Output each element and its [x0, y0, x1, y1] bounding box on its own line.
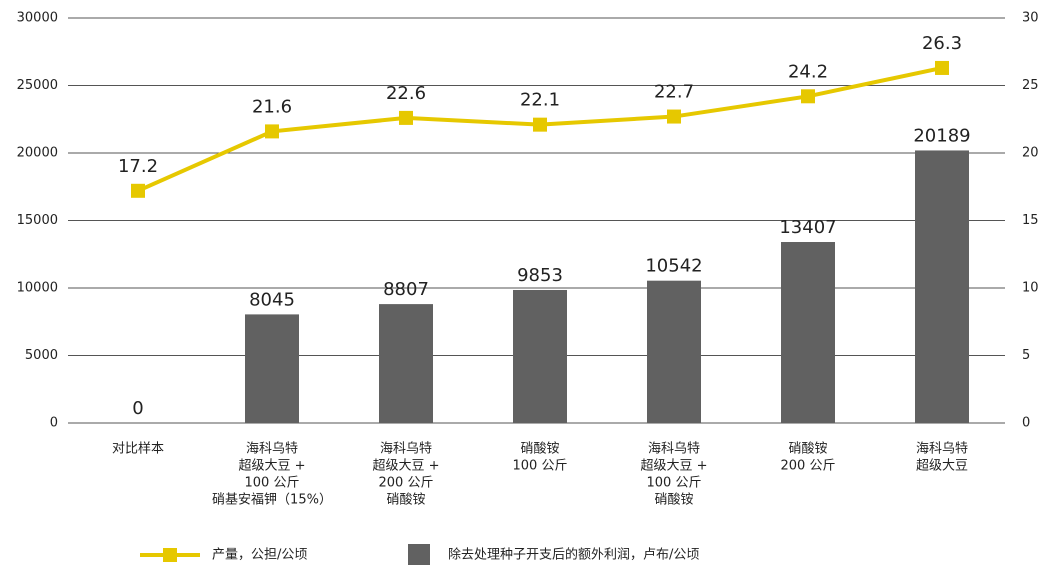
- legend-label: 除去处理种子开支后的额外利润，卢布/公顷: [448, 547, 699, 563]
- bar: [379, 304, 433, 423]
- x-tick-label: 硝酸铵: [520, 442, 559, 457]
- data-label: 13407: [779, 217, 836, 238]
- bar: [781, 242, 835, 423]
- data-label: 9853: [517, 265, 563, 286]
- y2-tick-label: 20: [1022, 146, 1039, 161]
- x-tick-label: 100 公斤: [245, 476, 300, 491]
- x-tick-label: 海科乌特: [380, 441, 432, 457]
- y-tick-label: 20000: [17, 146, 58, 161]
- x-tick-label: 海科乌特: [648, 441, 700, 457]
- x-tick-label: 对比样本: [112, 442, 164, 457]
- data-label: 17.2: [118, 156, 158, 177]
- line-marker: [399, 110, 413, 125]
- y-tick-label: 5000: [25, 348, 58, 363]
- line-marker: [801, 89, 815, 104]
- x-tick-label: 海科乌特: [916, 441, 968, 457]
- x-tick-label: 超级大豆 +: [238, 459, 305, 474]
- data-label: 10542: [645, 256, 702, 277]
- line-marker: [667, 109, 681, 124]
- x-tick-label: 硝酸铵: [386, 493, 425, 508]
- y-tick-label: 15000: [17, 213, 58, 228]
- data-label: 8045: [249, 289, 295, 310]
- y-tick-label: 0: [50, 416, 58, 431]
- y2-tick-label: 10: [1022, 281, 1039, 296]
- bar: [647, 280, 701, 423]
- x-tick-label: 200 公斤: [781, 459, 836, 474]
- x-tick-label: 100 公斤: [513, 459, 568, 474]
- line-marker: [265, 124, 279, 139]
- line-marker: [935, 60, 949, 75]
- y-tick-label: 25000: [17, 78, 58, 93]
- legend-label: 产量，公担/公顷: [212, 548, 307, 563]
- bar: [245, 314, 299, 423]
- y2-tick-label: 25: [1022, 78, 1039, 93]
- bar: [915, 150, 969, 424]
- data-label: 22.1: [520, 90, 560, 111]
- x-tick-label: 超级大豆 +: [640, 459, 707, 474]
- x-tick-label: 超级大豆: [916, 459, 968, 474]
- y2-tick-label: 30: [1022, 11, 1039, 26]
- x-tick-label: 硝酸铵: [788, 442, 827, 457]
- data-label: 20189: [913, 125, 970, 146]
- y2-tick-label: 15: [1022, 213, 1039, 228]
- legend-marker: [163, 548, 177, 562]
- y-tick-label: 10000: [17, 281, 58, 296]
- x-tick-label: 200 公斤: [379, 476, 434, 491]
- x-tick-label: 硝酸铵: [654, 493, 693, 508]
- data-label: 24.2: [788, 61, 828, 82]
- data-label: 22.6: [386, 83, 426, 104]
- bar: [513, 289, 567, 423]
- data-label: 26.3: [922, 33, 962, 54]
- line-marker: [131, 183, 145, 198]
- x-tick-label: 海科乌特: [246, 441, 298, 457]
- data-label: 22.7: [654, 82, 694, 103]
- line-marker: [533, 117, 547, 132]
- x-tick-label: 超级大豆 +: [372, 459, 439, 474]
- data-label: 21.6: [252, 96, 292, 117]
- y-tick-label: 30000: [17, 11, 58, 26]
- data-label: 8807: [383, 279, 429, 300]
- legend-marker: [408, 544, 430, 565]
- y2-tick-label: 0: [1022, 416, 1030, 431]
- x-tick-label: 100 公斤: [647, 476, 702, 491]
- y2-tick-label: 5: [1022, 348, 1030, 363]
- data-label: 0: [132, 398, 143, 419]
- x-tick-label: 硝基安福钾（15%）: [212, 493, 332, 508]
